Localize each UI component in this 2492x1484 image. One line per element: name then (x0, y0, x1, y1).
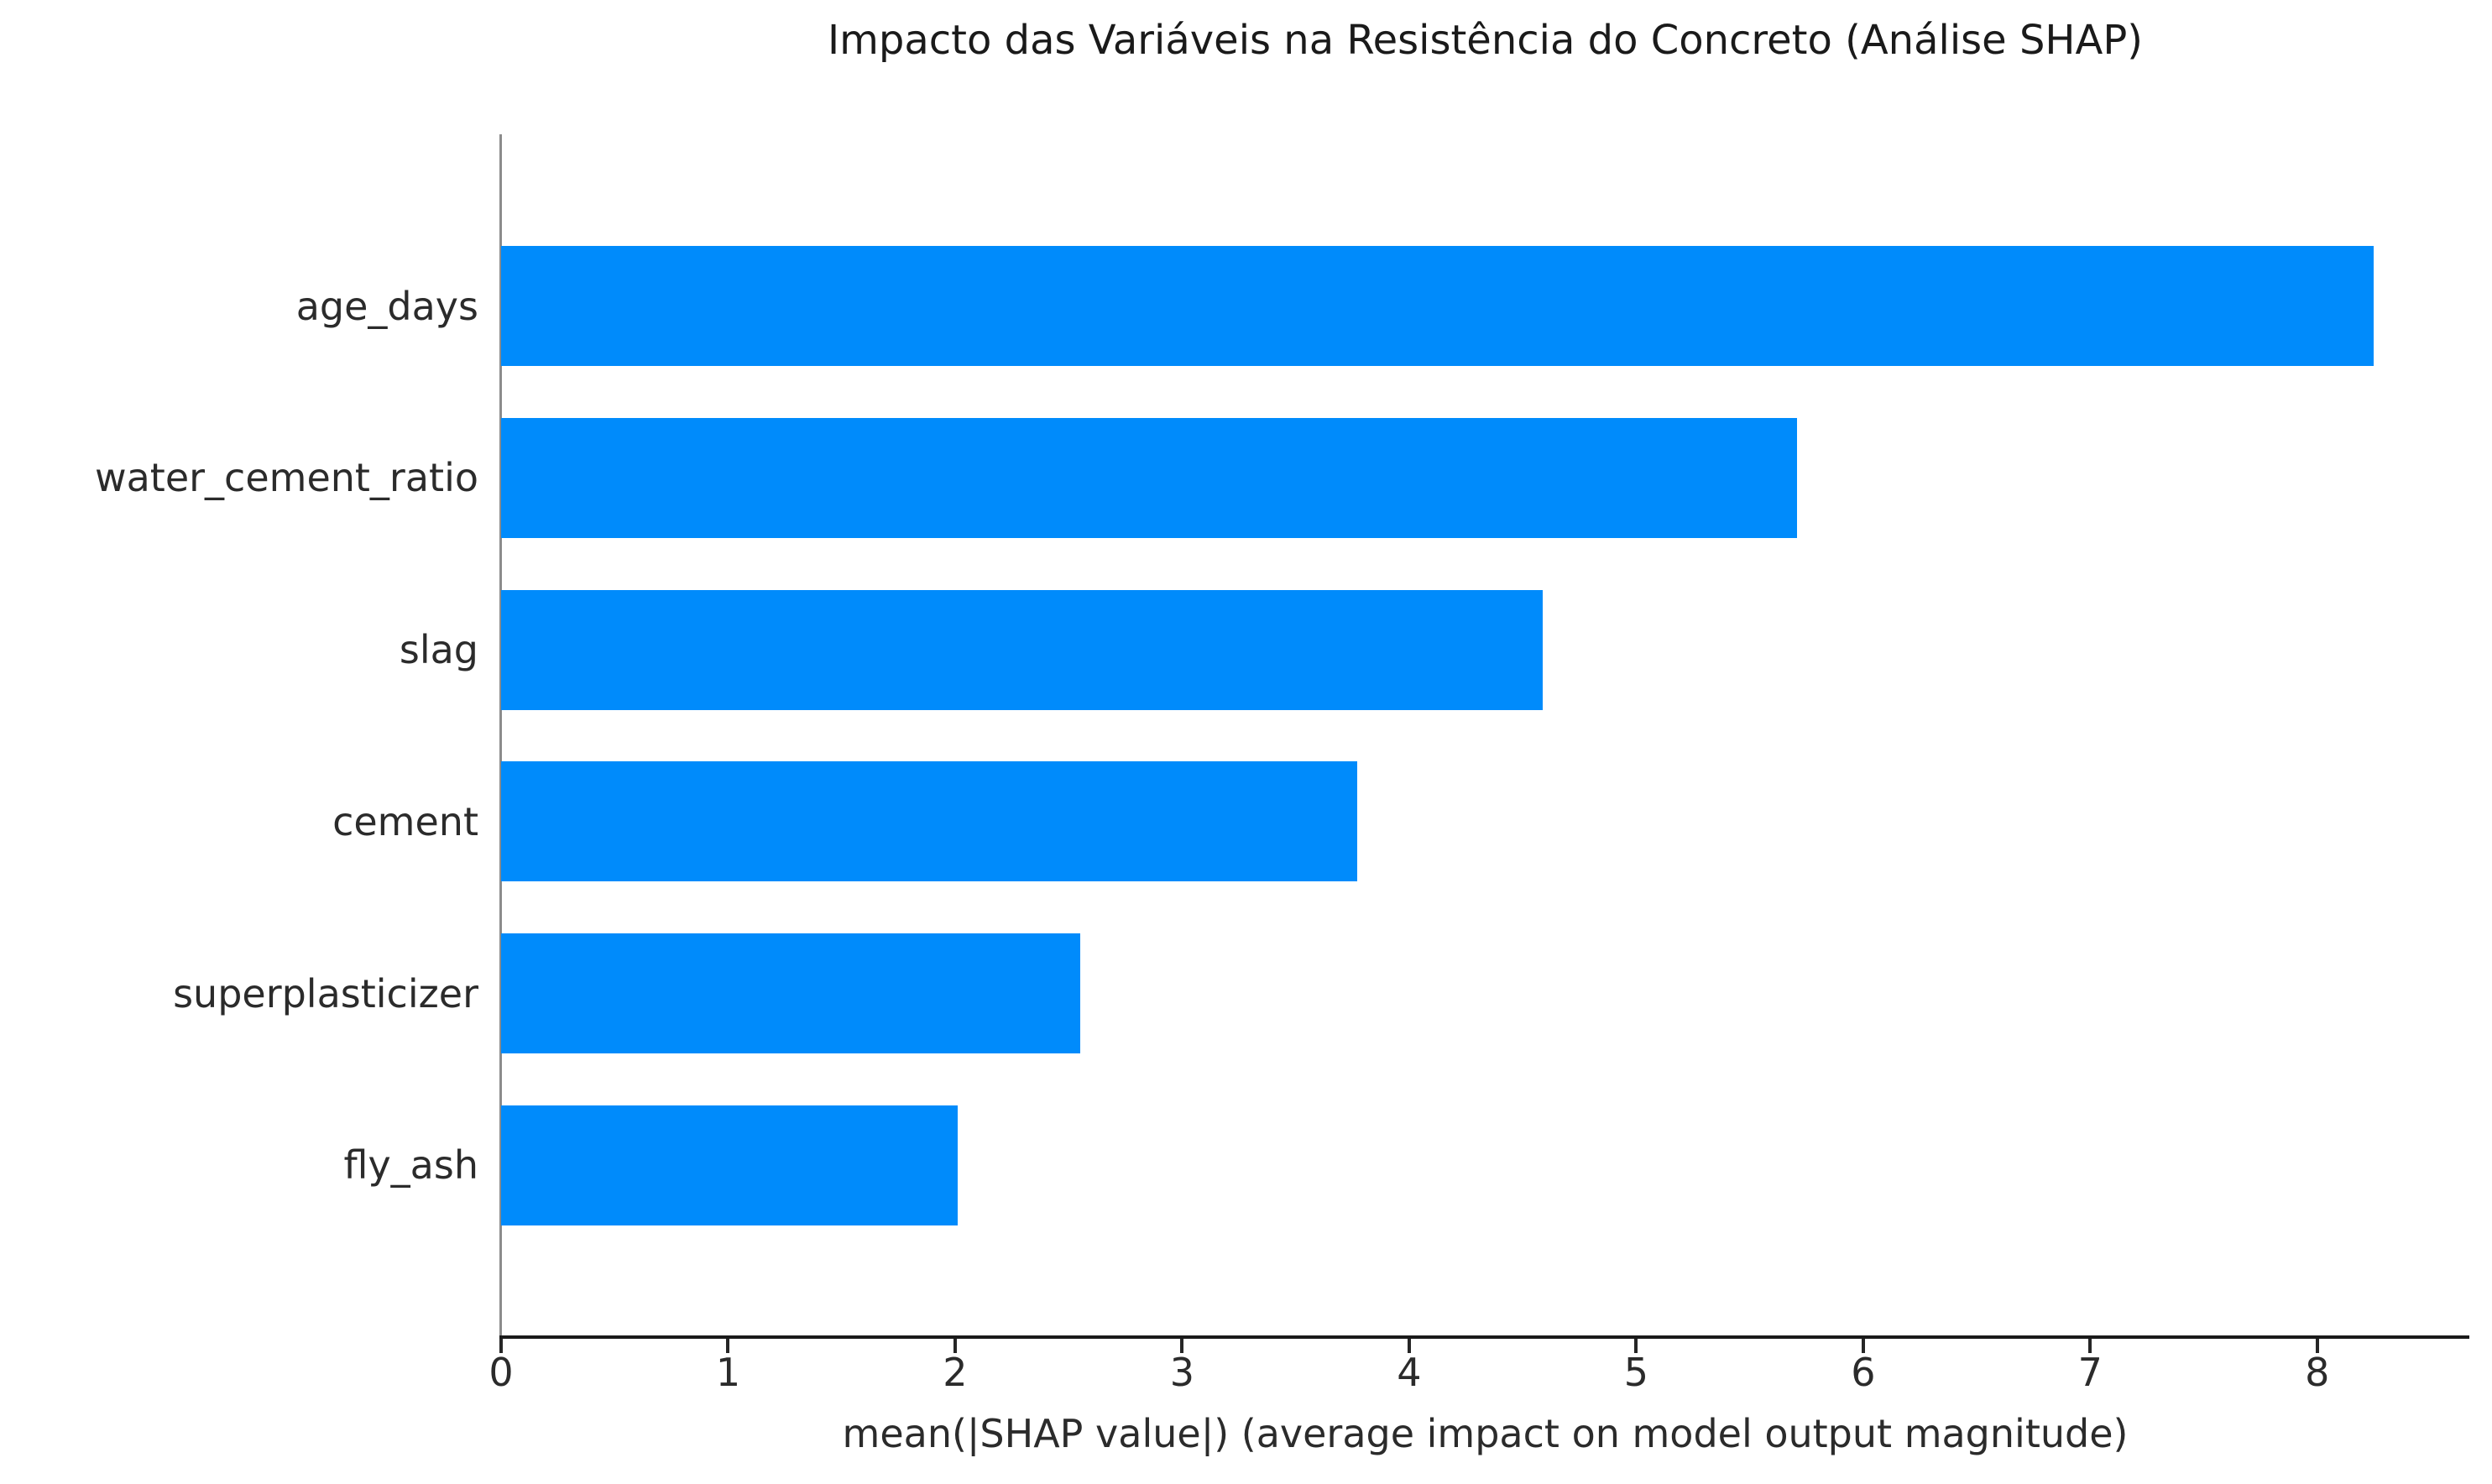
x-tick-label-0: 0 (488, 1350, 514, 1395)
x-tick-label-1: 1 (715, 1350, 741, 1395)
x-tick-mark-5 (1634, 1339, 1638, 1353)
x-tick-label-3: 3 (1169, 1350, 1195, 1395)
y-tick-label-fly_ash: fly_ash (343, 1142, 478, 1189)
bar-age_days (501, 246, 2374, 367)
x-tick-label-6: 6 (1851, 1350, 1876, 1395)
bar-slag (501, 589, 1544, 710)
x-tick-mark-1 (726, 1339, 730, 1353)
bar-cement (501, 761, 1357, 882)
x-tick-label-4: 4 (1397, 1350, 1422, 1395)
x-tick-mark-2 (953, 1339, 957, 1353)
y-tick-label-slag: slag (399, 627, 478, 673)
y-tick-label-age_days: age_days (295, 283, 478, 329)
y-tick-label-superplasticizer: superplasticizer (173, 970, 478, 1016)
x-tick-mark-8 (2315, 1339, 2319, 1353)
x-tick-mark-7 (2088, 1339, 2092, 1353)
bar-fly_ash (501, 1105, 958, 1225)
x-tick-mark-0 (499, 1339, 503, 1353)
x-tick-mark-3 (1180, 1339, 1184, 1353)
chart-title: Impacto das Variáveis na Resistência do … (827, 17, 2144, 64)
bar-superplasticizer (501, 933, 1080, 1054)
bar-water_cement_ratio (501, 417, 1798, 538)
x-axis-label: mean(|SHAP value|) (average impact on mo… (842, 1411, 2129, 1456)
y-axis-line (499, 134, 502, 1337)
x-tick-label-5: 5 (1623, 1350, 1648, 1395)
x-tick-label-2: 2 (943, 1350, 968, 1395)
x-tick-label-7: 7 (2077, 1350, 2103, 1395)
x-tick-mark-6 (1861, 1339, 1865, 1353)
x-tick-mark-4 (1407, 1339, 1411, 1353)
x-axis-line (499, 1335, 2469, 1339)
x-tick-label-8: 8 (2305, 1350, 2330, 1395)
y-tick-label-cement: cement (332, 798, 478, 844)
y-tick-label-water_cement_ratio: water_cement_ratio (94, 455, 478, 501)
